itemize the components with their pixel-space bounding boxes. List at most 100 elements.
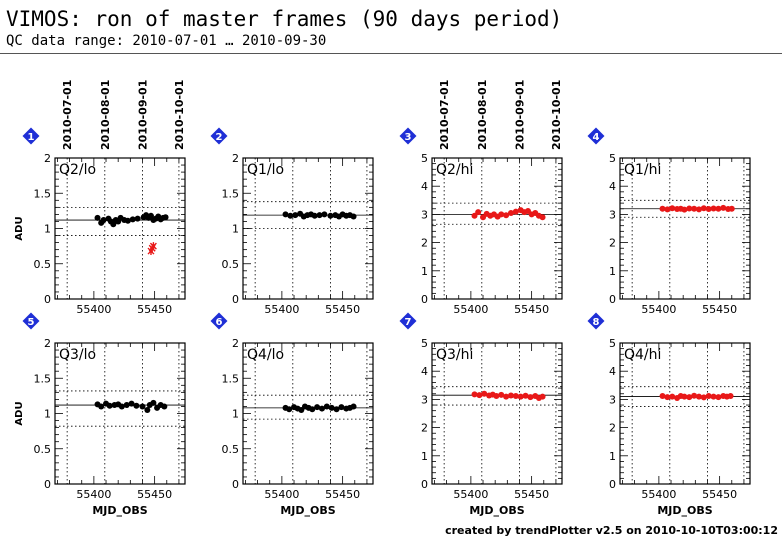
plot-frame xyxy=(431,157,563,300)
y-axis-label: ADU xyxy=(14,216,25,240)
y-tick-label: 1 xyxy=(232,408,239,421)
y-tick-label: 1.5 xyxy=(222,187,240,200)
y-tick-label: 0.5 xyxy=(222,443,240,456)
y-tick-label: 3 xyxy=(609,393,616,406)
panel-label: Q3/hi xyxy=(436,347,473,363)
x-tick-label: 55450 xyxy=(137,488,172,501)
data-point xyxy=(311,212,318,219)
y-tick-label: 2 xyxy=(421,422,428,435)
y-tick-label: 2 xyxy=(44,337,51,350)
data-point xyxy=(323,403,330,410)
y-tick-label: 2 xyxy=(609,237,616,250)
data-point xyxy=(669,205,676,212)
y-tick-label: 0 xyxy=(232,478,239,491)
x-tick-label: 55400 xyxy=(264,303,299,316)
x-tick-label: 55400 xyxy=(453,303,488,316)
data-point xyxy=(134,215,141,222)
date-axis-label: 2010-07-01 xyxy=(61,80,74,150)
y-tick-label: 1 xyxy=(421,450,428,463)
y-tick-label: 2 xyxy=(609,422,616,435)
panel-label: Q2/lo xyxy=(59,162,96,178)
y-tick-label: 0 xyxy=(421,293,428,306)
data-point xyxy=(282,211,289,218)
panel-label: Q1/hi xyxy=(624,162,661,178)
data-point xyxy=(481,390,488,397)
y-tick-label: 1.5 xyxy=(34,372,52,385)
data-point xyxy=(686,205,693,212)
plot-frame xyxy=(54,157,186,300)
data-point xyxy=(715,394,722,401)
panel-8: 0 1 2 3 4 5 55400 55450 Q4/hi 8 MJD_OBS xyxy=(587,312,751,517)
panel-badge-icon xyxy=(399,127,417,145)
data-point xyxy=(493,393,500,400)
y-tick-label: 0 xyxy=(44,478,51,491)
x-tick-label: 55400 xyxy=(641,303,676,316)
y-tick-label: 0 xyxy=(609,478,616,491)
data-point xyxy=(517,393,524,400)
y-tick-label: 5 xyxy=(421,152,428,165)
y-tick-label: 0.5 xyxy=(34,258,52,271)
panel-label: Q3/lo xyxy=(59,347,96,363)
y-tick-label: 1 xyxy=(421,265,428,278)
data-point xyxy=(350,213,357,220)
data-point xyxy=(327,212,334,219)
data-point xyxy=(715,205,722,212)
data-point xyxy=(128,400,135,407)
page-subtitle: QC data range: 2010-07-01 … 2010-09-30 xyxy=(6,33,327,49)
data-point xyxy=(350,403,357,410)
data-point xyxy=(507,209,514,216)
y-tick-label: 2 xyxy=(232,152,239,165)
y-tick-label: 0 xyxy=(421,478,428,491)
x-tick-label: 55450 xyxy=(514,488,549,501)
data-point xyxy=(98,403,105,410)
data-point xyxy=(124,217,131,224)
data-point xyxy=(328,404,335,411)
y-tick-label: 5 xyxy=(609,337,616,350)
panel-badge-icon xyxy=(587,312,605,330)
panel-number: 5 xyxy=(28,317,35,328)
data-point xyxy=(498,211,505,218)
data-point xyxy=(333,406,340,413)
date-axis-label: 2010-09-01 xyxy=(136,80,149,150)
plot-frame xyxy=(431,342,563,485)
panel-number: 7 xyxy=(405,317,412,328)
y-tick-label: 4 xyxy=(421,180,428,193)
data-point xyxy=(669,393,676,400)
x-axis-label: MJD_OBS xyxy=(92,504,147,517)
data-point xyxy=(691,392,698,399)
y-tick-label: 4 xyxy=(609,365,616,378)
plot-frame xyxy=(619,342,751,485)
panel-5: 0 0.5 1 1.5 2 55400 55450 Q3/lo 5 ADU MJD_OBS xyxy=(14,312,186,517)
data-point xyxy=(162,214,169,221)
data-point xyxy=(286,406,293,413)
data-point xyxy=(139,403,146,410)
panel-2: 0 0.5 1 1.5 2 55400 55450 Q1/lo 2 xyxy=(210,127,374,316)
title-divider xyxy=(0,53,782,54)
data-point xyxy=(314,404,321,411)
panel-number: 6 xyxy=(216,317,223,328)
y-tick-label: 1 xyxy=(232,223,239,236)
panel-number: 3 xyxy=(405,132,412,143)
data-point xyxy=(664,206,671,213)
data-point xyxy=(710,393,717,400)
data-point xyxy=(144,406,151,413)
date-axis-label: 2010-08-01 xyxy=(99,80,112,150)
x-tick-label: 55450 xyxy=(325,488,360,501)
data-point xyxy=(309,406,316,413)
data-point xyxy=(287,212,294,219)
panel-6: 0 0.5 1 1.5 2 55400 55450 Q4/lo 6 MJD_OBS xyxy=(210,312,374,517)
data-point xyxy=(512,393,519,400)
x-tick-label: 55450 xyxy=(325,303,360,316)
outlier-point xyxy=(149,242,157,251)
data-point xyxy=(539,393,546,400)
data-point xyxy=(133,402,140,409)
data-point xyxy=(664,394,671,401)
panel-label: Q4/hi xyxy=(624,347,661,363)
panel-1: 0 0.5 1 1.5 2 55400 55450 Q2/lo 1 ADU 2010-07-01 20… xyxy=(14,80,186,316)
panel-3: 0 1 2 3 4 5 55400 55450 Q2/hi 3 2010-07-01 2010-08-… xyxy=(399,80,563,316)
x-tick-label: 55400 xyxy=(76,303,111,316)
data-point xyxy=(123,402,130,409)
y-axis-label: ADU xyxy=(14,401,25,425)
